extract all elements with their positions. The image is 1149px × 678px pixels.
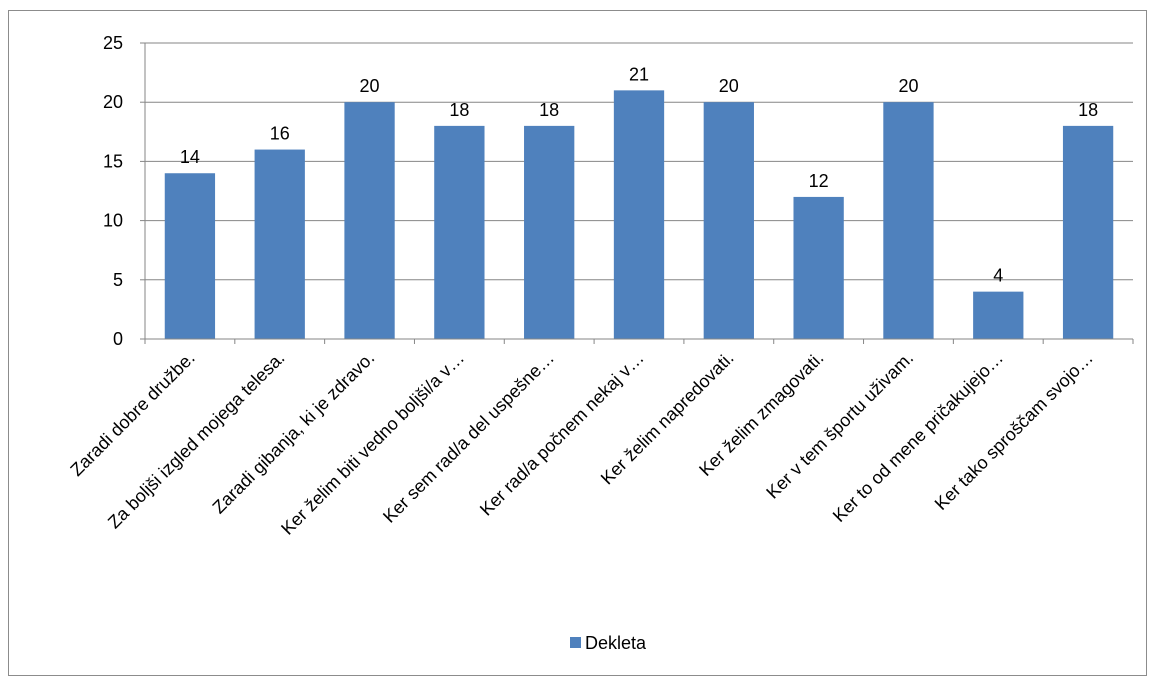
bar	[434, 125, 485, 339]
x-tick-label: Ker sem rad/a del uspešne…	[379, 348, 558, 527]
bar	[793, 196, 844, 339]
legend-swatch	[570, 637, 581, 648]
data-label: 20	[360, 76, 380, 96]
data-label: 14	[180, 147, 200, 167]
data-label: 18	[449, 100, 469, 120]
y-tick-label: 20	[103, 92, 123, 112]
x-tick-label: Ker tako sproščam svojo…	[931, 348, 1097, 514]
y-tick-label: 15	[103, 151, 123, 171]
x-tick-label: Ker rad/a počnem nekaj v…	[476, 348, 648, 520]
legend: Dekleta	[570, 633, 647, 653]
data-label: 18	[539, 100, 559, 120]
bar	[883, 102, 934, 339]
data-label: 20	[719, 76, 739, 96]
bar	[703, 102, 754, 339]
x-tick-label: Ker to od mene pričakujejo…	[829, 348, 1007, 526]
y-tick-label: 0	[113, 329, 123, 349]
x-tick-label: Ker v tem športu uživam.	[762, 348, 917, 503]
data-label: 12	[809, 171, 829, 191]
bar	[1062, 125, 1114, 339]
bar	[254, 149, 305, 339]
y-tick-label: 10	[103, 211, 123, 231]
bar	[524, 125, 575, 339]
axes	[140, 42, 1134, 344]
data-label: 21	[629, 64, 649, 84]
legend-label: Dekleta	[585, 633, 647, 653]
data-label: 16	[270, 124, 290, 144]
bars	[164, 90, 1114, 339]
x-tick-label: Ker želim biti vedno boljši/a v…	[277, 348, 468, 539]
data-label: 18	[1078, 100, 1098, 120]
bar	[973, 291, 1024, 339]
data-label: 4	[993, 266, 1003, 286]
y-tick-label: 5	[113, 270, 123, 290]
bar	[344, 102, 395, 339]
x-tick-label: Zaradi gibanja, ki je zdravo.	[209, 348, 379, 518]
bar	[613, 90, 665, 339]
data-label: 20	[898, 76, 918, 96]
bar	[164, 173, 216, 339]
y-tick-label: 25	[103, 33, 123, 53]
chart-frame	[8, 10, 1147, 676]
x-tick-label: Za boljši izgled mojega telesa.	[104, 348, 289, 533]
